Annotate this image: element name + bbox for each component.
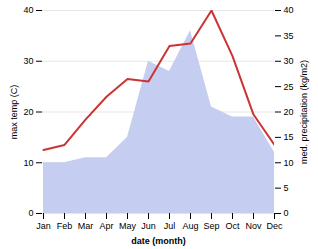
svg-text:10: 10 (23, 158, 33, 168)
svg-text:Jan: Jan (36, 221, 51, 231)
svg-text:40: 40 (284, 5, 294, 15)
svg-text:15: 15 (284, 132, 294, 142)
svg-text:20: 20 (23, 107, 33, 117)
svg-text:Jun: Jun (141, 221, 156, 231)
svg-text:Jul: Jul (164, 221, 176, 231)
svg-text:30: 30 (284, 56, 294, 66)
svg-text:Dec: Dec (266, 221, 283, 231)
svg-text:40: 40 (23, 5, 33, 15)
svg-text:30: 30 (23, 56, 33, 66)
svg-text:20: 20 (284, 107, 294, 117)
svg-text:Nov: Nov (245, 221, 262, 231)
svg-text:Aug: Aug (182, 221, 198, 231)
svg-text:Apr: Apr (99, 221, 113, 231)
svg-text:0: 0 (28, 208, 33, 218)
svg-text:Oct: Oct (225, 221, 240, 231)
svg-text:May: May (119, 221, 137, 231)
svg-text:date (month): date (month) (131, 236, 186, 246)
svg-text:5: 5 (284, 183, 289, 193)
svg-text:Feb: Feb (57, 221, 73, 231)
svg-text:10: 10 (284, 158, 294, 168)
svg-text:35: 35 (284, 31, 294, 41)
svg-text:max temp (C): max temp (C) (9, 85, 19, 140)
svg-text:Mar: Mar (78, 221, 94, 231)
svg-text:25: 25 (284, 82, 294, 92)
svg-text:med. precipitation (kg/m2): med. precipitation (kg/m2) (299, 60, 309, 164)
svg-text:Sep: Sep (203, 221, 219, 231)
svg-text:0: 0 (284, 208, 289, 218)
